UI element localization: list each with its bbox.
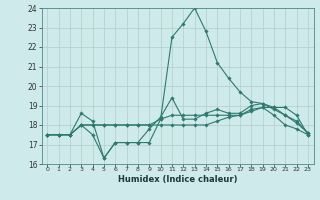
X-axis label: Humidex (Indice chaleur): Humidex (Indice chaleur) bbox=[118, 175, 237, 184]
